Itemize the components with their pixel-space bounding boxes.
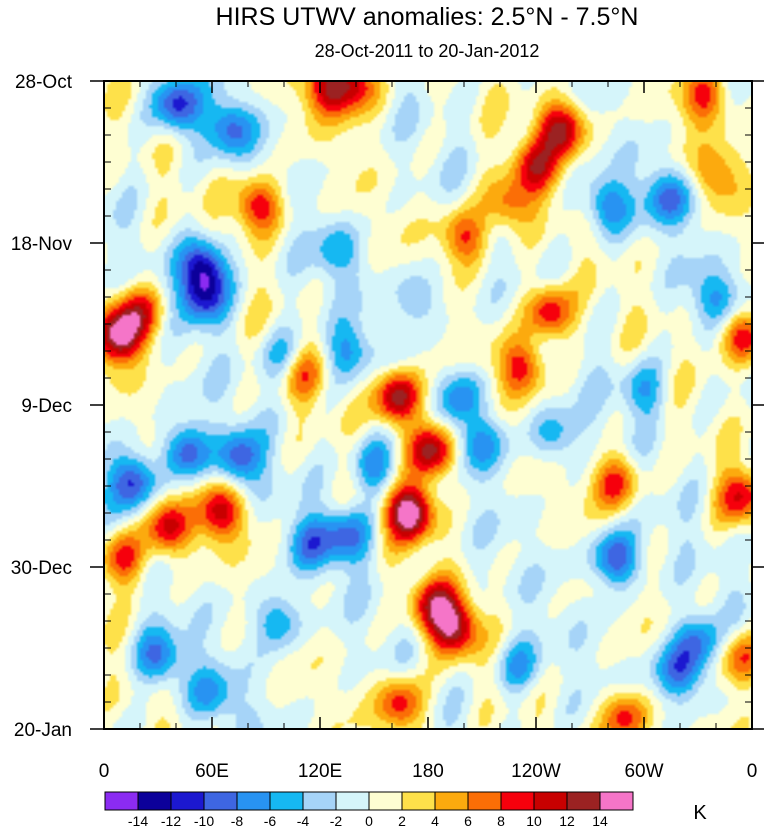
heatmap-field — [104, 81, 752, 729]
colorbar-swatch — [170, 791, 205, 811]
colorbar-label: 2 — [398, 813, 406, 829]
x-tick-label: 60E — [195, 761, 229, 782]
colorbar-swatch — [401, 791, 436, 811]
colorbar-label: -12 — [161, 813, 181, 829]
y-tick-label: 18-Nov — [11, 234, 73, 255]
x-tick-label: 0 — [99, 761, 110, 782]
colorbar-units: K — [693, 802, 707, 824]
colorbar-label: -2 — [330, 813, 343, 829]
colorbar-label: -14 — [128, 813, 148, 829]
y-tick-label: 30-Dec — [11, 558, 72, 579]
colorbar-swatch — [566, 791, 601, 811]
x-tick-label: 120W — [511, 761, 561, 782]
y-axis: 28-Oct 18-Nov 9-Dec 30-Dec 20-Jan — [11, 72, 764, 741]
colorbar-swatch — [368, 791, 403, 811]
colorbar-label: 4 — [431, 813, 439, 829]
colorbar: -14 -12 -10 -8 -6 -4 -2 0 2 4 6 8 10 12 14 — [104, 791, 634, 829]
colorbar-swatch — [599, 791, 634, 811]
colorbar-label: 8 — [497, 813, 505, 829]
colorbar-label: 14 — [592, 813, 608, 829]
colorbar-swatch — [434, 791, 469, 811]
chart-title: HIRS UTWV anomalies: 2.5°N - 7.5°N — [216, 3, 639, 31]
colorbar-swatch — [104, 791, 139, 811]
colorbar-swatch — [269, 791, 304, 811]
colorbar-swatch — [335, 791, 370, 811]
colorbar-swatch — [203, 791, 238, 811]
colorbar-swatch — [236, 791, 271, 811]
x-tick-label: 180 — [412, 761, 444, 782]
colorbar-swatch — [467, 791, 502, 811]
colorbar-label: -8 — [231, 813, 244, 829]
colorbar-swatch — [533, 791, 568, 811]
colorbar-swatch — [137, 791, 172, 811]
y-tick-label: 20-Jan — [14, 720, 72, 741]
x-axis: 0 60E 120E 180 120W 60W 0 — [99, 81, 758, 782]
colorbar-label: 10 — [526, 813, 542, 829]
minor-ticks — [104, 81, 752, 729]
x-tick-label: 0 — [747, 761, 758, 782]
y-tick-label: 9-Dec — [21, 396, 72, 417]
colorbar-label: -4 — [297, 813, 310, 829]
colorbar-label: 0 — [365, 813, 373, 829]
x-tick-label: 60W — [624, 761, 663, 782]
heatmap-plot-area — [103, 80, 753, 730]
colorbar-swatch — [302, 791, 337, 811]
chart-subtitle: 28-Oct-2011 to 20-Jan-2012 — [315, 41, 540, 61]
colorbar-label: 6 — [464, 813, 472, 829]
colorbar-label: 12 — [559, 813, 575, 829]
colorbar-label: -10 — [194, 813, 214, 829]
x-tick-label: 120E — [298, 761, 342, 782]
y-tick-label: 28-Oct — [15, 72, 73, 93]
colorbar-label: -6 — [264, 813, 277, 829]
colorbar-swatch — [500, 791, 535, 811]
